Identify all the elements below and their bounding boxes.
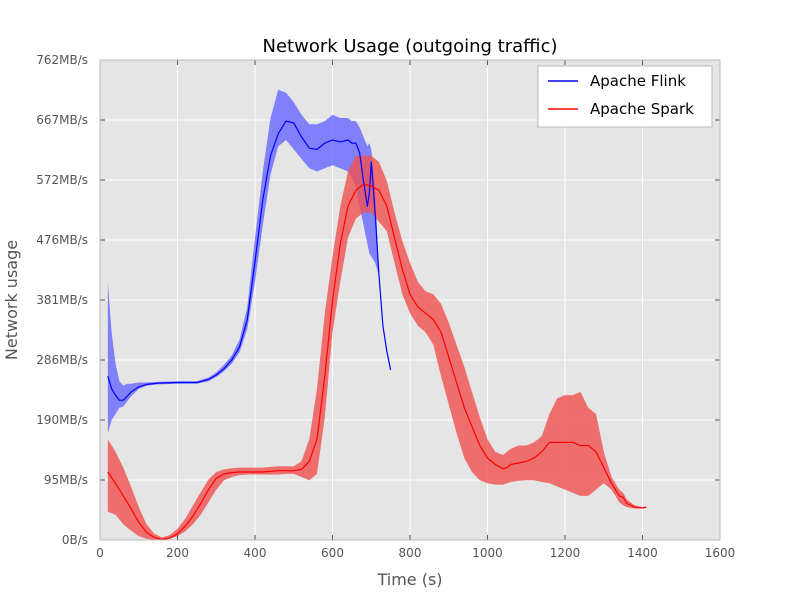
series-lines bbox=[107, 120, 647, 541]
y-tick-label: 190MB/s bbox=[36, 413, 88, 427]
x-tick-label: 800 bbox=[399, 546, 422, 560]
y-tick-label: 476MB/s bbox=[36, 233, 88, 247]
y-tick-label: 381MB/s bbox=[36, 293, 88, 307]
x-axis-label: Time (s) bbox=[376, 570, 442, 589]
legend-box bbox=[537, 65, 713, 128]
axis-ticks: 0 200 400 600 800 1000 1200 1400 1600 0B/s 95MB/s 1… bbox=[36, 53, 735, 560]
y-tick-label: 762MB/s bbox=[36, 53, 88, 67]
line-series-0 bbox=[107, 120, 392, 401]
line-series-1 bbox=[107, 183, 647, 541]
x-tick-label: 400 bbox=[244, 546, 267, 560]
x-tick-label: 1600 bbox=[705, 546, 736, 560]
legend: Apache Flink Apache Spark bbox=[537, 65, 713, 128]
x-tick-label: 0 bbox=[96, 546, 104, 560]
plot-frame bbox=[99, 59, 721, 541]
y-tick-label: 95MB/s bbox=[44, 473, 88, 487]
x-tick-label: 600 bbox=[321, 546, 344, 560]
y-tick-label: 286MB/s bbox=[36, 353, 88, 367]
y-tick-label: 0B/s bbox=[62, 533, 88, 547]
x-tick-label: 1000 bbox=[472, 546, 503, 560]
y-axis-label: Network usage bbox=[2, 240, 21, 360]
x-tick-label: 1400 bbox=[627, 546, 658, 560]
legend-label-flink: Apache Flink bbox=[590, 72, 686, 90]
x-tick-label: 200 bbox=[166, 546, 189, 560]
y-tick-label: 572MB/s bbox=[36, 173, 88, 187]
chart-title: Network Usage (outgoing traffic) bbox=[263, 36, 558, 57]
y-tick-label: 667MB/s bbox=[36, 113, 88, 127]
x-tick-label: 1200 bbox=[550, 546, 581, 560]
legend-label-spark: Apache Spark bbox=[590, 100, 694, 118]
